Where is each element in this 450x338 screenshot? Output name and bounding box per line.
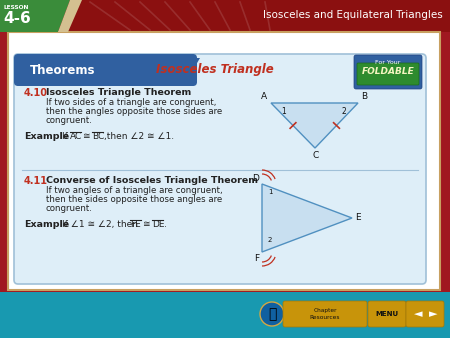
Text: Isosceles Triangle: Isosceles Triangle [156, 64, 274, 76]
FancyBboxPatch shape [14, 54, 197, 86]
Text: DE: DE [152, 220, 165, 229]
FancyBboxPatch shape [368, 301, 406, 327]
Text: 4.10: 4.10 [24, 88, 48, 98]
Polygon shape [0, 0, 70, 32]
Circle shape [260, 302, 284, 326]
Text: ◄: ◄ [414, 309, 422, 319]
Text: 2: 2 [342, 107, 347, 116]
Polygon shape [262, 184, 352, 252]
Text: ≅: ≅ [82, 132, 90, 141]
Text: C: C [313, 151, 319, 160]
Text: Example: Example [24, 220, 69, 229]
Text: ►: ► [429, 309, 437, 319]
Polygon shape [271, 103, 358, 148]
Polygon shape [18, 58, 200, 82]
Text: 1: 1 [281, 107, 286, 116]
FancyBboxPatch shape [354, 55, 422, 89]
FancyBboxPatch shape [10, 34, 438, 287]
Text: MENU: MENU [375, 311, 399, 317]
FancyBboxPatch shape [14, 54, 426, 284]
Text: BC: BC [92, 132, 104, 141]
Text: B: B [361, 92, 367, 101]
Text: Chapter
Resources: Chapter Resources [310, 308, 340, 320]
Text: 🌐: 🌐 [268, 307, 276, 321]
Text: ,then ∠2 ≅ ∠1.: ,then ∠2 ≅ ∠1. [104, 132, 174, 141]
Text: AC: AC [70, 132, 82, 141]
Text: Isosceles and Equilateral Triangles: Isosceles and Equilateral Triangles [263, 10, 443, 20]
Text: congruent.: congruent. [46, 116, 93, 125]
Text: 4-6: 4-6 [3, 11, 31, 26]
Text: LESSON: LESSON [4, 5, 29, 10]
Text: FE: FE [130, 220, 141, 229]
Text: 1: 1 [268, 189, 273, 195]
Text: FOLDABLE: FOLDABLE [362, 67, 414, 76]
Text: If two sides of a triangle are congruent,: If two sides of a triangle are congruent… [46, 98, 216, 107]
Text: Theorems: Theorems [30, 64, 95, 76]
Text: then the angles opposite those sides are: then the angles opposite those sides are [46, 107, 222, 116]
FancyBboxPatch shape [406, 301, 444, 327]
Text: D: D [252, 174, 259, 183]
Text: If two angles of a triangle are congruent,: If two angles of a triangle are congruen… [46, 186, 223, 195]
Text: then the sides opposite those angles are: then the sides opposite those angles are [46, 195, 222, 204]
Text: .: . [164, 220, 167, 229]
Polygon shape [0, 292, 450, 338]
Text: If: If [62, 132, 71, 141]
Text: congruent.: congruent. [46, 204, 93, 213]
Text: F: F [254, 254, 259, 263]
Polygon shape [0, 0, 450, 32]
FancyBboxPatch shape [283, 301, 367, 327]
Text: If ∠1 ≅ ∠2, then: If ∠1 ≅ ∠2, then [62, 220, 141, 229]
Text: Isosceles Triangle Theorem: Isosceles Triangle Theorem [46, 88, 191, 97]
Text: Example: Example [24, 132, 69, 141]
FancyBboxPatch shape [357, 63, 419, 85]
Polygon shape [58, 0, 82, 32]
Text: Converse of Isosceles Triangle Theorem: Converse of Isosceles Triangle Theorem [46, 176, 258, 185]
Text: ≅: ≅ [142, 220, 149, 229]
Text: 4.11: 4.11 [24, 176, 48, 186]
Text: E: E [355, 214, 360, 222]
Text: A: A [261, 92, 267, 101]
Text: For Your: For Your [375, 60, 401, 65]
FancyBboxPatch shape [8, 32, 440, 290]
Text: 2: 2 [268, 237, 272, 243]
